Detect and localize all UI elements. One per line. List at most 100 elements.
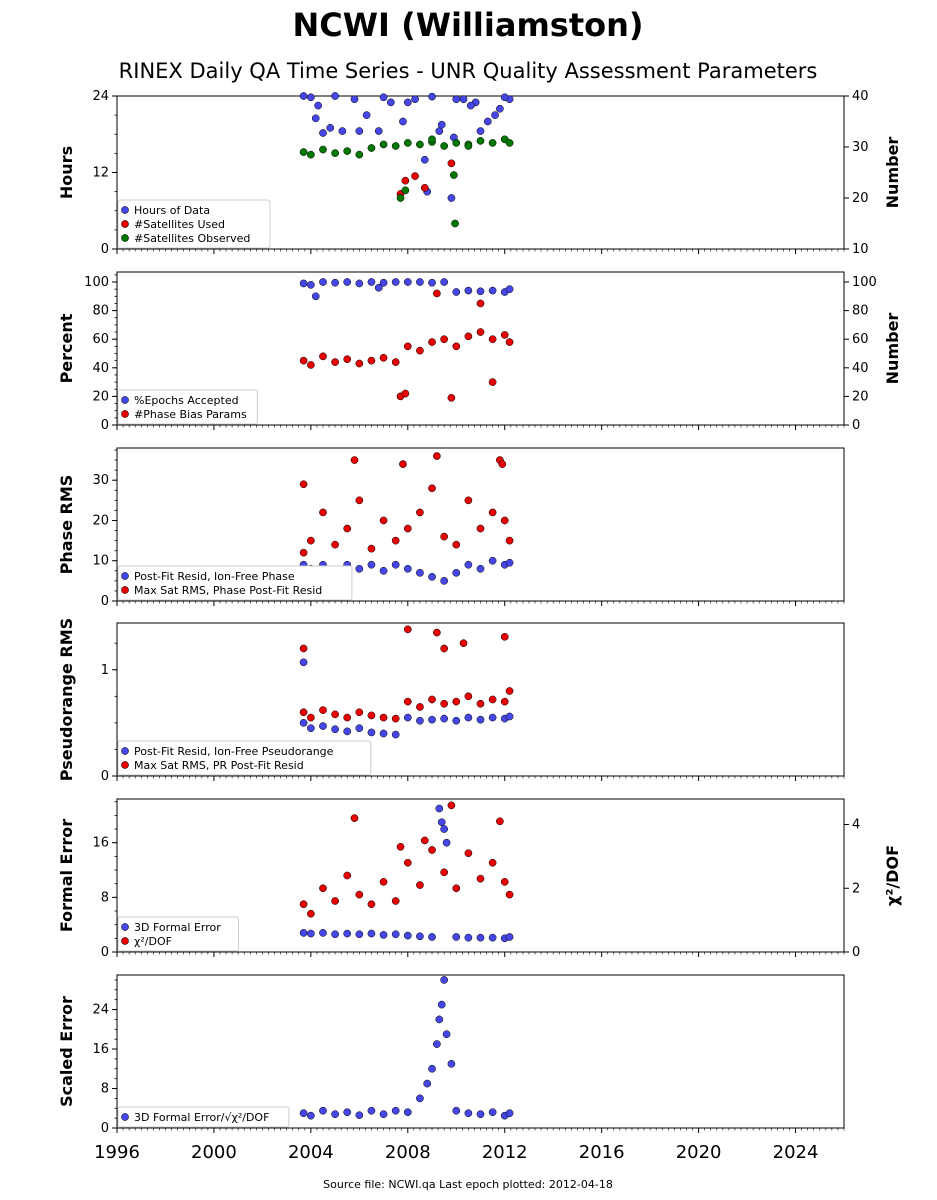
series-1	[299, 976, 514, 1120]
data-point	[428, 695, 436, 704]
data-point	[391, 730, 400, 739]
data-point	[464, 496, 473, 505]
y-axis-label-right: Number	[883, 313, 902, 385]
y-right-tick-label: 10	[852, 242, 869, 257]
data-point	[452, 697, 461, 706]
data-point	[355, 127, 364, 135]
y-tick-label: 30	[92, 473, 109, 488]
legend-label: Post-Fit Resid, Ion-Free Pseudorange	[134, 745, 334, 758]
y-tick-label: 12	[92, 166, 109, 181]
y-right-tick-label: 60	[852, 332, 869, 347]
data-point	[299, 92, 308, 100]
y-tick-label: 0	[101, 1121, 109, 1136]
data-point	[452, 1106, 461, 1115]
data-point	[350, 814, 359, 822]
data-point	[350, 456, 359, 464]
data-point	[331, 540, 339, 549]
data-point	[420, 183, 429, 192]
data-point	[379, 878, 388, 886]
data-point	[488, 1108, 497, 1117]
data-point	[505, 712, 514, 721]
data-point	[505, 890, 514, 899]
data-point	[331, 930, 339, 939]
legend-marker	[121, 572, 129, 580]
data-point	[476, 564, 485, 573]
data-point	[391, 714, 400, 723]
data-point	[452, 716, 461, 725]
data-point	[379, 93, 388, 102]
data-point	[433, 452, 441, 460]
y-tick-label: 20	[92, 513, 109, 528]
legend-label: #Satellites Observed	[134, 232, 250, 245]
data-point	[403, 931, 412, 940]
data-point	[355, 724, 364, 733]
data-point	[442, 838, 451, 847]
legend-marker	[121, 923, 129, 931]
data-point	[355, 890, 364, 899]
y-tick-label: 24	[92, 89, 109, 104]
y-tick-label: 10	[92, 554, 109, 569]
data-point	[391, 358, 400, 366]
data-point	[331, 92, 339, 100]
data-point	[452, 933, 461, 941]
legend-label: #Phase Bias Params	[134, 408, 247, 421]
data-point	[299, 548, 308, 557]
data-point	[452, 95, 461, 104]
data-point	[488, 695, 497, 704]
data-point	[428, 572, 436, 581]
data-point	[437, 1000, 446, 1009]
data-point	[488, 713, 497, 722]
y-tick-label: 100	[84, 275, 109, 290]
data-point	[476, 699, 485, 708]
data-point	[428, 484, 436, 493]
data-point	[416, 716, 424, 725]
data-point	[319, 1106, 327, 1115]
data-point	[452, 884, 461, 893]
y-tick-label: 8	[101, 890, 109, 905]
data-point	[391, 897, 400, 905]
data-point	[367, 1106, 376, 1115]
data-point	[500, 697, 509, 706]
legend-label: Max Sat RMS, PR Post-Fit Resid	[134, 759, 304, 772]
data-point	[367, 278, 376, 286]
legend-box	[117, 565, 353, 601]
data-point	[319, 352, 327, 361]
data-point	[476, 287, 485, 296]
data-point	[391, 560, 400, 569]
legend-marker	[121, 220, 129, 228]
data-point	[355, 708, 364, 717]
legend-marker	[121, 206, 129, 214]
x-tick-label: 2008	[385, 1142, 431, 1163]
y-right-tick-label: 20	[852, 191, 869, 206]
data-point	[440, 699, 448, 708]
series-2	[299, 452, 514, 557]
data-point	[476, 127, 485, 135]
data-point	[343, 727, 352, 736]
data-point	[299, 644, 308, 653]
data-point	[396, 194, 405, 202]
data-point	[386, 98, 395, 107]
data-point	[319, 706, 327, 714]
data-point	[411, 172, 419, 180]
data-point	[498, 460, 507, 468]
data-point	[476, 874, 485, 883]
y-right-tick-label: 20	[852, 389, 869, 404]
legend-label: Hours of Data	[134, 204, 210, 217]
x-tick-label: 2004	[288, 1142, 334, 1163]
data-point	[343, 1108, 352, 1117]
data-point	[343, 929, 352, 938]
data-point	[391, 930, 400, 939]
data-point	[464, 560, 473, 569]
panel-2: 0 20 40 60 80 100 0 20 40 60 80 100 Percent Number %Ep…	[57, 271, 902, 433]
data-point	[401, 176, 410, 185]
data-point	[451, 219, 459, 228]
data-point	[307, 929, 315, 938]
y-right-tick-label: 0	[852, 418, 860, 433]
chart-subtitle: RINEX Daily QA Time Series - UNR Quality…	[119, 59, 818, 83]
legend-label: χ²/DOF	[134, 935, 172, 948]
panel-3: 0 10 20 30 Phase RMS Post-Fit Resid, Ion-Free…	[57, 447, 845, 609]
data-point	[428, 715, 436, 724]
data-point	[464, 849, 473, 858]
data-point	[401, 389, 410, 398]
